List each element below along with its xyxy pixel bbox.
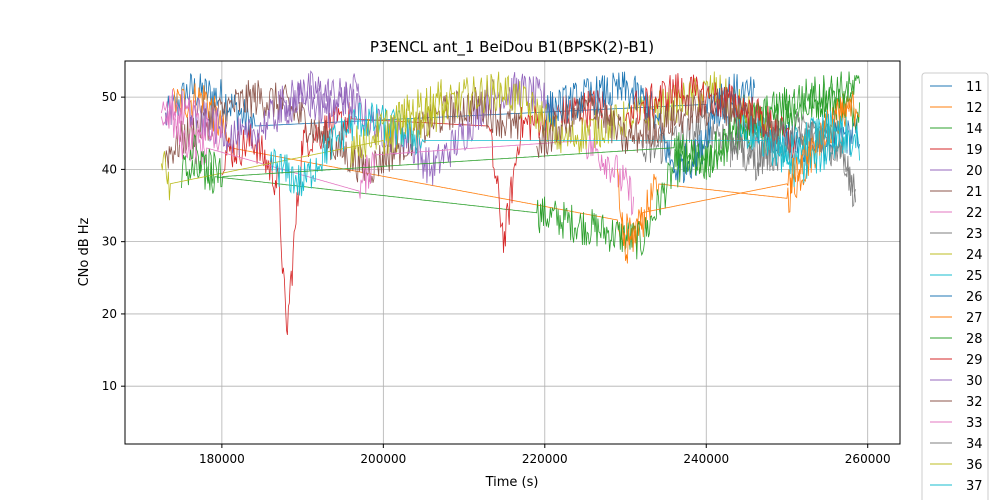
legend-label-11: 11 <box>966 80 983 95</box>
series-line-36 <box>350 79 449 168</box>
legend-label-12: 12 <box>966 101 983 116</box>
legend-label-20: 20 <box>966 164 983 179</box>
x-axis-ticks: 180000 200000 220000 240000 260000 <box>199 444 891 466</box>
x-tick-label: 200000 <box>360 452 406 466</box>
series-line-26 <box>544 71 756 184</box>
x-axis-title: Time (s) <box>485 475 539 490</box>
y-axis-title: CNo dB Hz <box>77 217 92 286</box>
series-line-30 <box>189 73 360 156</box>
series-line-24 <box>160 71 780 201</box>
y-tick-label: 40 <box>102 162 117 176</box>
legend-label-37: 37 <box>966 479 983 494</box>
series-line-25 <box>269 102 844 197</box>
series-line-34 <box>730 111 856 197</box>
x-tick-label: 180000 <box>199 452 245 466</box>
legend-label-30: 30 <box>966 374 983 389</box>
legend-label-23: 23 <box>966 227 983 242</box>
series-line-27 <box>617 91 860 264</box>
series-line-19 <box>221 90 610 335</box>
legend-label-21: 21 <box>966 185 983 200</box>
y-tick-label: 20 <box>102 307 117 321</box>
series-line-28 <box>189 71 860 188</box>
legend-box <box>921 72 989 500</box>
legend-label-24: 24 <box>966 248 983 263</box>
plot-frame <box>124 60 901 445</box>
y-tick-label: 50 <box>102 90 117 104</box>
series-line-32 <box>536 88 780 158</box>
legend-label-28: 28 <box>966 332 983 347</box>
grid <box>125 61 900 444</box>
legend-label-14: 14 <box>966 122 983 137</box>
legend-label-33: 33 <box>966 416 983 431</box>
chart-title: P3ENCL ant_1 BeiDou B1(BPSK(2)-B1) <box>370 38 654 57</box>
legend-label-25: 25 <box>966 269 983 284</box>
legend-label-36: 36 <box>966 458 983 473</box>
legend-label-22: 22 <box>966 206 983 221</box>
series-line-37 <box>738 110 860 167</box>
y-axis-ticks: 10 20 30 40 50 <box>102 90 125 393</box>
legend-label-29: 29 <box>966 353 983 368</box>
series-line-33 <box>160 89 223 151</box>
legend-label-26: 26 <box>966 290 983 305</box>
legend-label-34: 34 <box>966 437 983 452</box>
x-tick-label: 260000 <box>845 452 891 466</box>
legend-label-19: 19 <box>966 143 983 158</box>
series-lines <box>160 70 860 335</box>
x-tick-label: 240000 <box>683 452 729 466</box>
y-tick-label: 30 <box>102 235 117 249</box>
legend: 11 12 14 19 20 21 22 23 24 25 26 27 28 29 30 32 33 34 36 37 <box>921 72 989 500</box>
legend-label-27: 27 <box>966 311 983 326</box>
legend-label-32: 32 <box>966 395 983 410</box>
x-tick-label: 220000 <box>522 452 568 466</box>
y-tick-label: 10 <box>102 379 117 393</box>
